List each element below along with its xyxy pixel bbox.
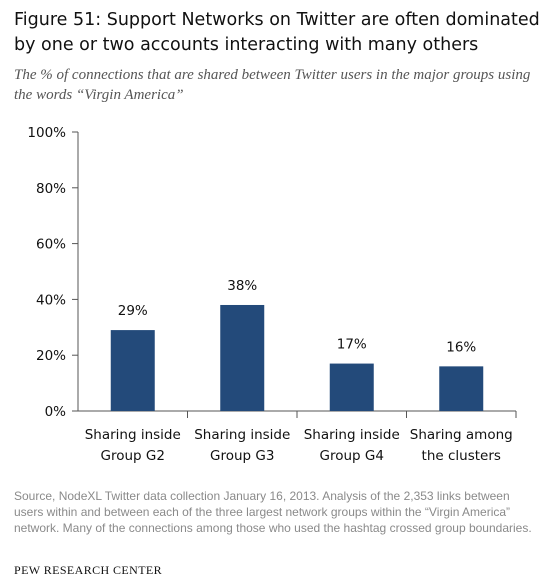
category-label: Group G2 [101, 448, 165, 464]
category-label: Sharing inside [85, 427, 181, 443]
category-label: Group G4 [320, 448, 384, 464]
brand-label: PEW RESEARCH CENTER [14, 563, 163, 577]
source-note: Source, NodeXL Twitter data collection J… [14, 489, 532, 535]
category-label: Sharing inside [304, 427, 400, 443]
y-tick-label: 20% [36, 348, 66, 364]
bar [329, 363, 374, 411]
data-label: 29% [118, 303, 148, 319]
y-tick-label: 80% [36, 181, 66, 197]
y-tick-label: 100% [27, 125, 66, 141]
y-tick-label: 40% [36, 292, 66, 308]
chart-title: Figure 51: Support Networks on Twitter a… [14, 10, 540, 55]
y-tick-label: 0% [45, 404, 67, 420]
data-label: 38% [227, 278, 257, 294]
bar-chart: 0% 20% 40% 60% 80% 100% 29% Sharing inside Group… [27, 125, 517, 464]
data-label: 17% [337, 337, 367, 353]
bar [439, 366, 484, 411]
category-label: Sharing inside [194, 427, 290, 443]
y-tick-label: 60% [36, 237, 66, 253]
category-label: Sharing among [410, 427, 513, 443]
bar [110, 330, 155, 411]
category-label: the clusters [422, 448, 501, 464]
category-label: Group G3 [210, 448, 274, 464]
data-label: 16% [446, 339, 476, 355]
bar [220, 304, 265, 411]
chart-subtitle: The % of connections that are shared bet… [14, 67, 531, 103]
